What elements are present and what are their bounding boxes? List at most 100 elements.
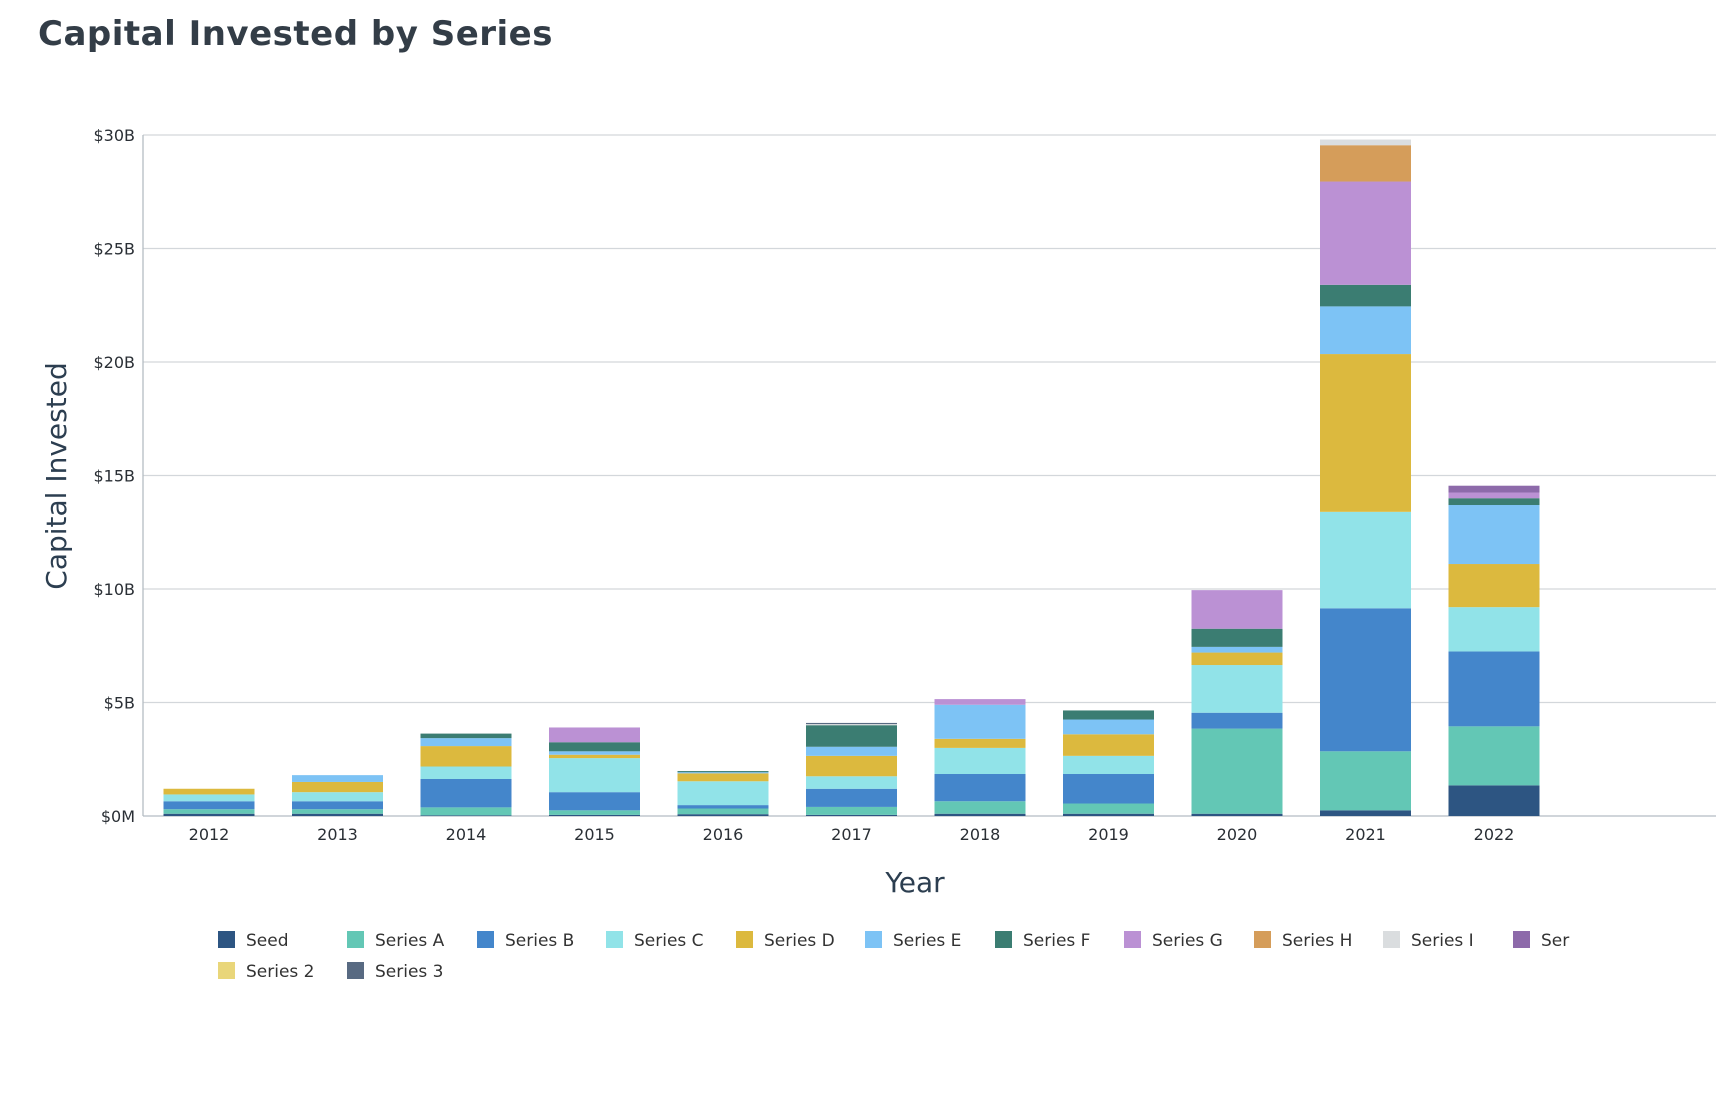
bar-segment[interactable]	[163, 801, 255, 810]
bar-segment[interactable]	[163, 788, 255, 795]
bar-segment[interactable]	[163, 809, 255, 814]
bar-segment[interactable]	[420, 746, 512, 767]
bar-segment[interactable]	[549, 810, 640, 815]
bar-segment[interactable]	[1320, 145, 1411, 182]
bar-segment[interactable]	[1320, 139, 1411, 146]
bar-segment[interactable]	[420, 815, 512, 816]
legend-label: Seed	[246, 931, 289, 951]
bar-segment[interactable]	[420, 738, 512, 747]
bar-segment[interactable]	[934, 801, 1026, 814]
bar-segment[interactable]	[677, 773, 769, 782]
bar-segment[interactable]	[1448, 492, 1540, 499]
bar-segment[interactable]	[806, 776, 897, 789]
bar-segment[interactable]	[934, 699, 1026, 705]
bar-segment[interactable]	[806, 746, 897, 756]
bar-segment[interactable]	[1320, 751, 1411, 811]
bar-segment[interactable]	[549, 727, 640, 743]
legend-item[interactable]: Ser	[1513, 931, 1569, 951]
bar-segment[interactable]	[292, 809, 383, 814]
bar-segment[interactable]	[934, 813, 1026, 816]
legend-item[interactable]: Series H	[1254, 931, 1352, 951]
bar-segment[interactable]	[420, 778, 512, 808]
legend-item[interactable]: Series D	[736, 931, 835, 951]
bar-segment[interactable]	[806, 725, 897, 747]
bar-segment[interactable]	[806, 755, 897, 777]
bar-segment[interactable]	[677, 771, 769, 773]
bar-segment[interactable]	[549, 814, 640, 816]
bar-segment[interactable]	[1191, 813, 1283, 816]
bar-segment[interactable]	[1063, 710, 1154, 720]
bar-segment[interactable]	[1063, 719, 1154, 735]
bar-segment[interactable]	[163, 813, 255, 816]
bar-segment[interactable]	[677, 772, 769, 774]
bar-segment[interactable]	[549, 758, 640, 793]
bar-segment[interactable]	[1063, 803, 1154, 814]
bar-segment[interactable]	[934, 747, 1026, 775]
bar-segment[interactable]	[1191, 712, 1283, 729]
bar-segment[interactable]	[1320, 181, 1411, 285]
legend-item[interactable]: Seed	[218, 931, 289, 951]
bar-segment[interactable]	[163, 794, 255, 802]
legend-item[interactable]: Series F	[995, 931, 1090, 951]
bar-segment[interactable]	[806, 724, 897, 726]
bar-segment[interactable]	[1320, 284, 1411, 307]
bar-segment[interactable]	[1063, 734, 1154, 756]
bar-segment[interactable]	[1448, 651, 1540, 727]
bar-segment[interactable]	[1448, 505, 1540, 565]
bar-segment[interactable]	[549, 792, 640, 811]
legend-item[interactable]: Series 2	[218, 962, 315, 982]
bar-segment[interactable]	[1063, 813, 1154, 816]
bar-segment[interactable]	[677, 805, 769, 809]
bar-segment[interactable]	[1191, 728, 1283, 814]
legend-item[interactable]: Series I	[1383, 931, 1474, 951]
bar-segment[interactable]	[1448, 785, 1540, 816]
bar-segment[interactable]	[934, 704, 1026, 739]
bar-segment[interactable]	[1191, 628, 1283, 647]
bar-segment[interactable]	[934, 738, 1026, 748]
bar-segment[interactable]	[1448, 485, 1540, 493]
bar-segment[interactable]	[549, 754, 640, 759]
legend-item[interactable]: Series C	[606, 931, 704, 951]
bar-segment[interactable]	[1191, 590, 1283, 629]
bar-segment[interactable]	[806, 806, 897, 815]
bar-segment[interactable]	[1448, 564, 1540, 608]
bar-segment[interactable]	[1191, 652, 1283, 666]
legend-item[interactable]: Series A	[347, 931, 445, 951]
bar-segment[interactable]	[549, 751, 640, 755]
legend-item[interactable]: Series G	[1124, 931, 1223, 951]
bar-segment[interactable]	[677, 781, 769, 806]
bar-segment[interactable]	[806, 788, 897, 807]
bar-segment[interactable]	[420, 766, 512, 779]
legend-item[interactable]: Series E	[865, 931, 961, 951]
bar-segment[interactable]	[1448, 498, 1540, 506]
y-tick-label: $20B	[93, 353, 135, 372]
bar-segment[interactable]	[1063, 755, 1154, 775]
bar-segment[interactable]	[934, 774, 1026, 802]
bar-segment[interactable]	[1320, 354, 1411, 512]
bar-segment[interactable]	[1191, 665, 1283, 713]
bar-segment[interactable]	[420, 807, 512, 816]
bar-segment[interactable]	[292, 781, 383, 793]
bar-segment[interactable]	[1320, 511, 1411, 609]
bar-segment[interactable]	[292, 792, 383, 802]
bar-segment[interactable]	[1063, 774, 1154, 804]
bar-segment[interactable]	[292, 801, 383, 810]
bar-segment[interactable]	[1448, 726, 1540, 786]
bar-segment[interactable]	[292, 813, 383, 816]
bar-segment[interactable]	[1320, 306, 1411, 355]
legend-swatch	[1124, 931, 1141, 948]
bar-segment[interactable]	[806, 814, 897, 816]
bar-segment[interactable]	[1448, 607, 1540, 652]
bar-segment[interactable]	[806, 722, 897, 725]
bar-segment[interactable]	[677, 814, 769, 816]
legend-item[interactable]: Series B	[477, 931, 574, 951]
legend-item[interactable]: Series 3	[347, 962, 444, 982]
bar-segment[interactable]	[1320, 608, 1411, 752]
bar-segment[interactable]	[1191, 646, 1283, 653]
bar-stack-2019	[1063, 710, 1154, 816]
bar-segment[interactable]	[420, 733, 512, 739]
bar-segment[interactable]	[1320, 810, 1411, 816]
bar-segment[interactable]	[549, 742, 640, 752]
bar-segment[interactable]	[677, 808, 769, 815]
bar-segment[interactable]	[292, 775, 383, 782]
